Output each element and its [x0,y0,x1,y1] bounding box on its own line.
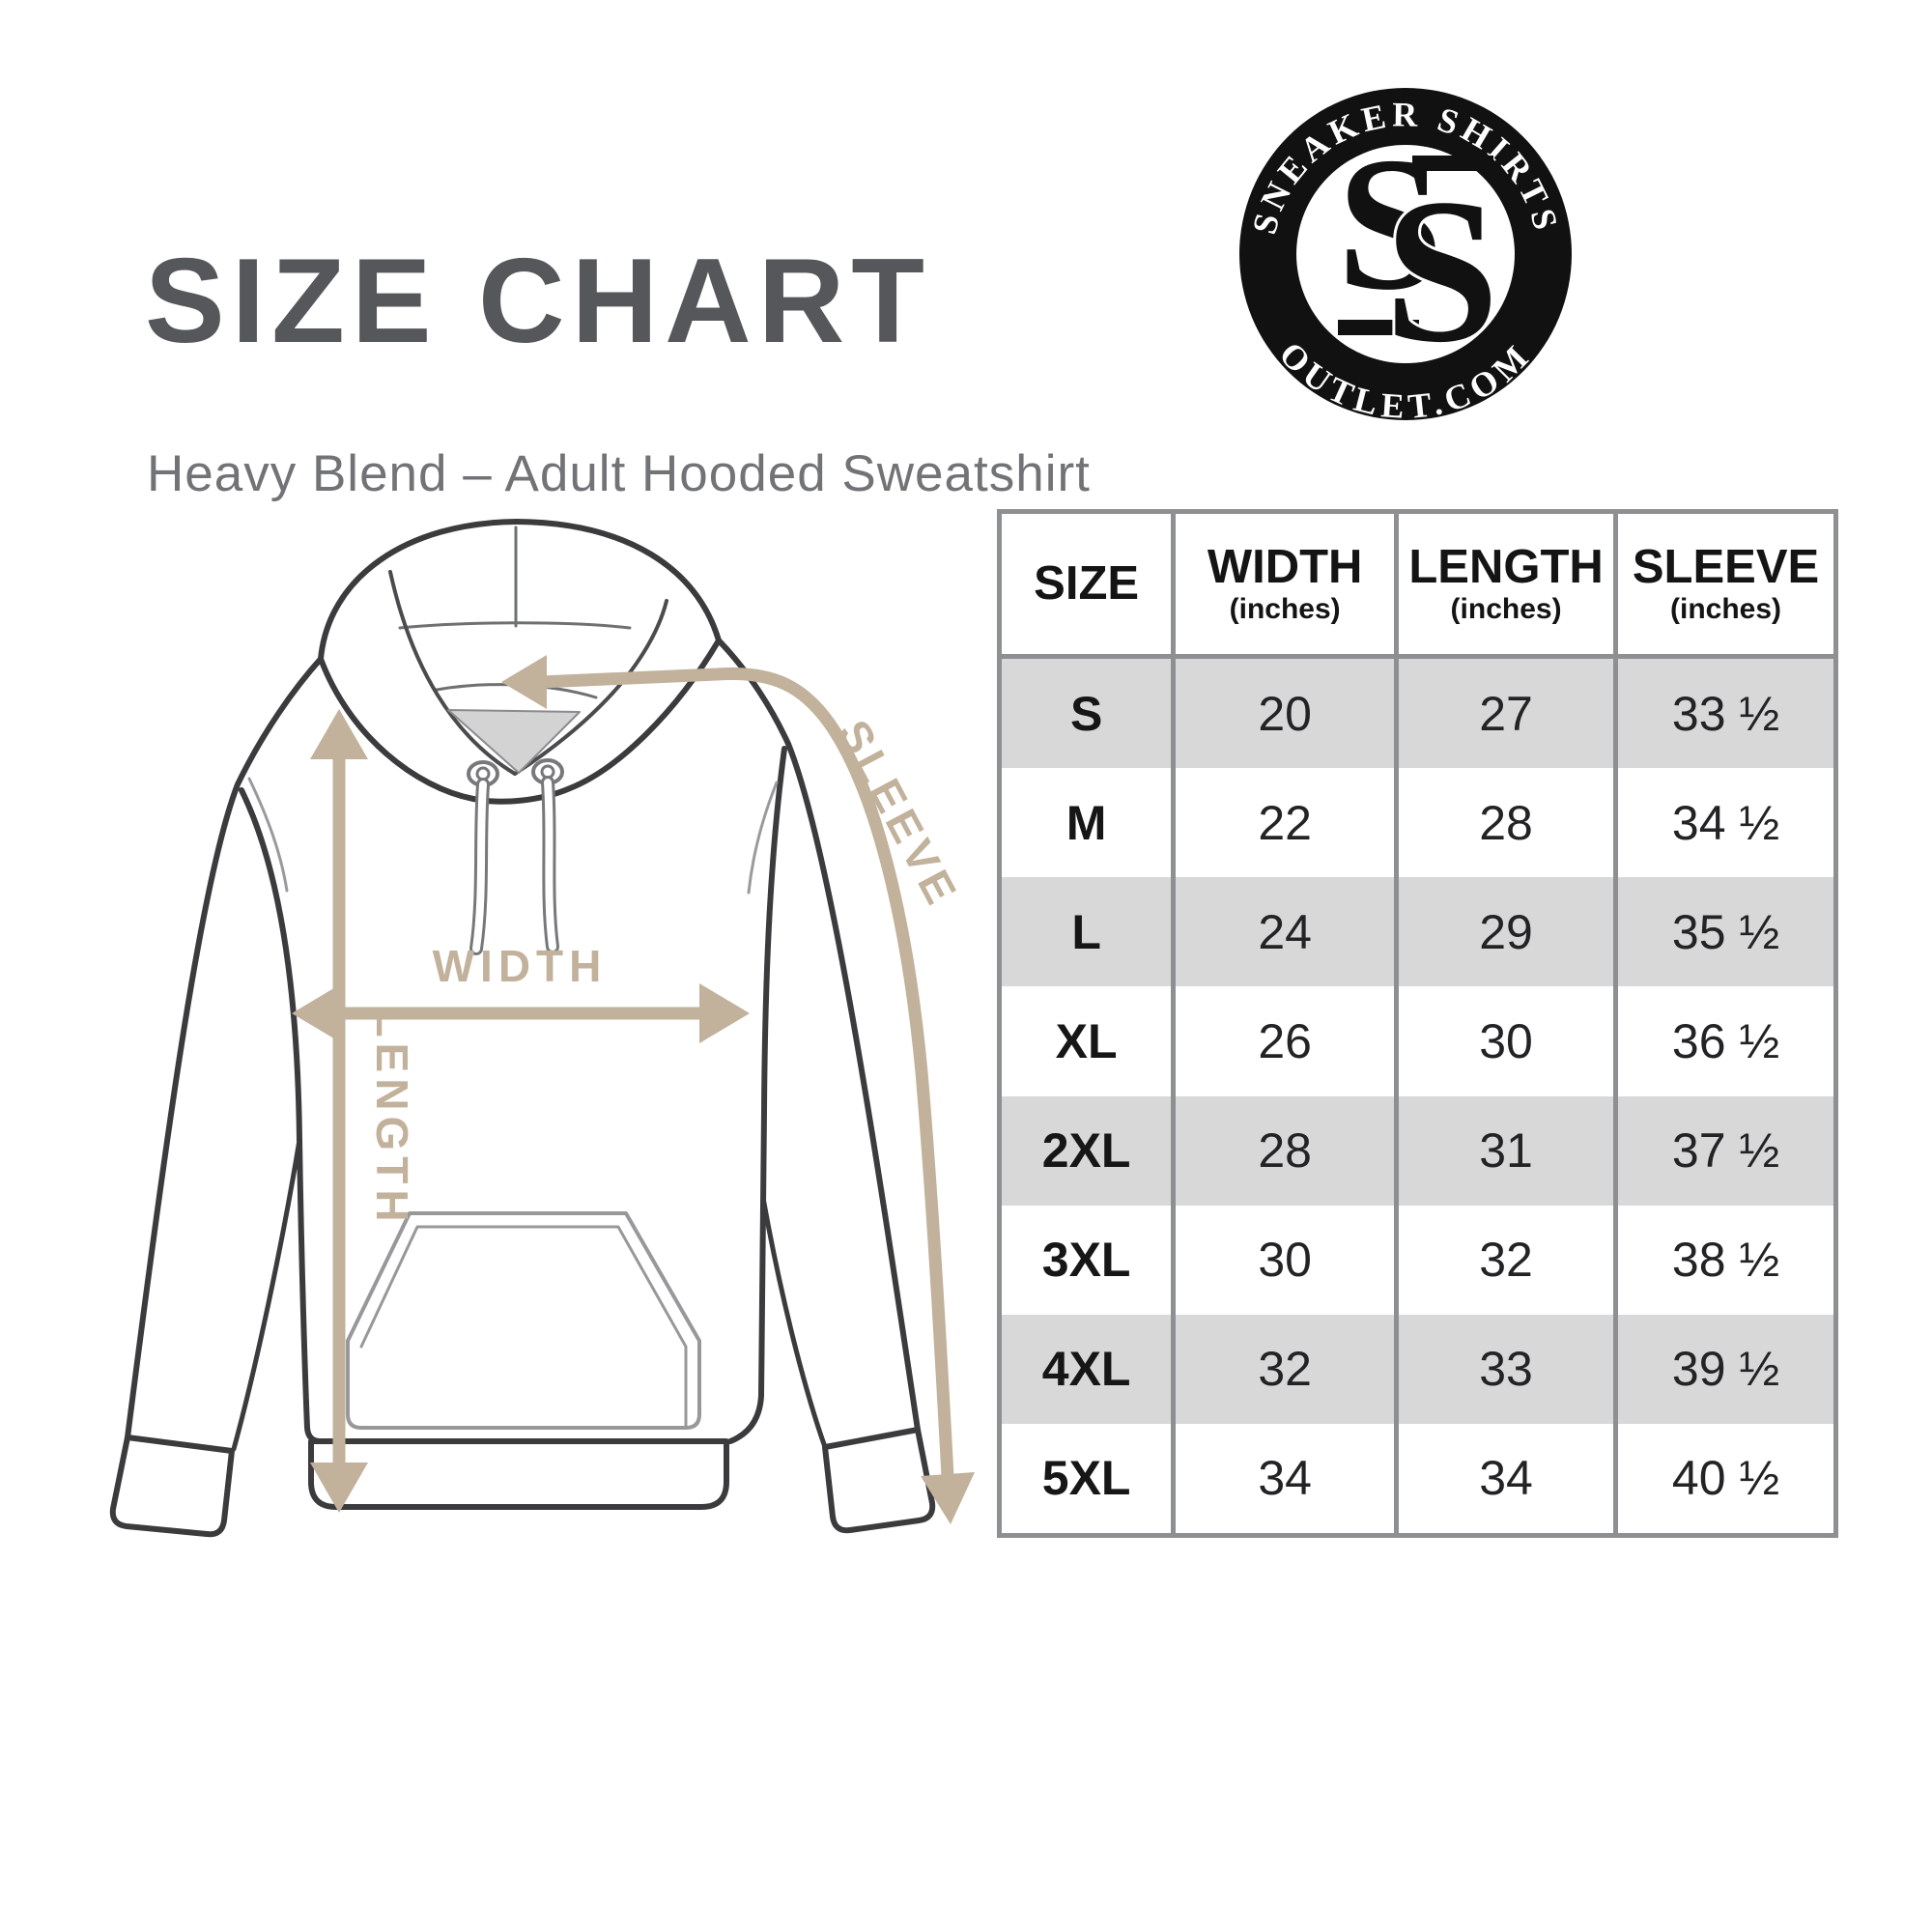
hoodie-hood [318,519,722,805]
hoodie-pocket [346,1211,701,1430]
table-cell-sleeve: 40 ½ [1618,1423,1833,1533]
header-sleeve: SLEEVE (inches) [1618,514,1833,659]
hoodie-cuff-left [109,1435,235,1538]
hoodie-waistband [308,1438,729,1510]
hoodie-body-outline [125,638,921,1452]
table-cell-width: 32 [1176,1314,1395,1424]
table-row-size: L [1002,877,1172,987]
sleeve-arrow [501,655,975,1524]
length-arrow [310,709,368,1513]
logo-ss-monogram: S S [1337,118,1502,388]
table-cell-length: 33 [1399,1314,1614,1424]
hood-neck-triangle [447,709,581,774]
table-cell-width: 30 [1176,1205,1395,1315]
table-cell-width: 20 [1176,659,1395,769]
table-cell-sleeve: 36 ½ [1618,986,1833,1096]
table-cell-length: 28 [1399,768,1614,878]
table-cell-sleeve: 35 ½ [1618,877,1833,987]
width-arrow [292,983,750,1043]
table-row-size: XL [1002,986,1172,1096]
hood-drawstrings [469,776,559,955]
width-label: WIDTH [433,941,608,991]
table-cell-length: 31 [1399,1095,1614,1206]
table-cell-sleeve: 37 ½ [1618,1095,1833,1206]
page-subtitle: Heavy Blend – Adult Hooded Sweatshirt [147,445,1091,502]
table-row-size: S [1002,659,1172,769]
length-label: LENGTH [367,1009,417,1227]
table-cell-sleeve: 39 ½ [1618,1314,1833,1424]
table-cell-sleeve: 33 ½ [1618,659,1833,769]
size-table: SIZE WIDTH (inches) LENGTH (inches) SLEE… [997,509,1838,1538]
table-cell-width: 28 [1176,1095,1395,1206]
logo-inner-circle [1296,145,1515,363]
table-cell-width: 26 [1176,986,1395,1096]
table-cell-length: 27 [1399,659,1614,769]
table-row-size: M [1002,768,1172,878]
page-title: SIZE CHART [145,235,931,368]
logo-monogram-s1: S [1337,118,1443,329]
table-cell-sleeve: 34 ½ [1618,768,1833,878]
table-row-size: 2XL [1002,1095,1172,1206]
logo-monogram-s2: S [1384,156,1499,385]
table-cell-sleeve: 38 ½ [1618,1205,1833,1315]
table-cell-length: 34 [1399,1423,1614,1533]
brand-logo: SNEAKER SHIRTS OUTLET.COM S S [1239,88,1572,426]
table-cell-width: 22 [1176,768,1395,878]
hoodie-diagram: WIDTH LENGTH SLEEVE [109,519,975,1538]
hoodie-shoulder-seams [247,777,779,895]
table-cell-length: 29 [1399,877,1614,987]
header-size: SIZE [1002,514,1172,659]
header-length: LENGTH (inches) [1399,514,1614,659]
table-cell-length: 30 [1399,986,1614,1096]
hoodie-cuff-right [822,1427,936,1534]
table-cell-width: 34 [1176,1423,1395,1533]
table-row-size: 3XL [1002,1205,1172,1315]
table-cell-length: 32 [1399,1205,1614,1315]
header-width: WIDTH (inches) [1176,514,1395,659]
table-cell-width: 24 [1176,877,1395,987]
table-row-size: 5XL [1002,1423,1172,1533]
table-row-size: 4XL [1002,1314,1172,1424]
